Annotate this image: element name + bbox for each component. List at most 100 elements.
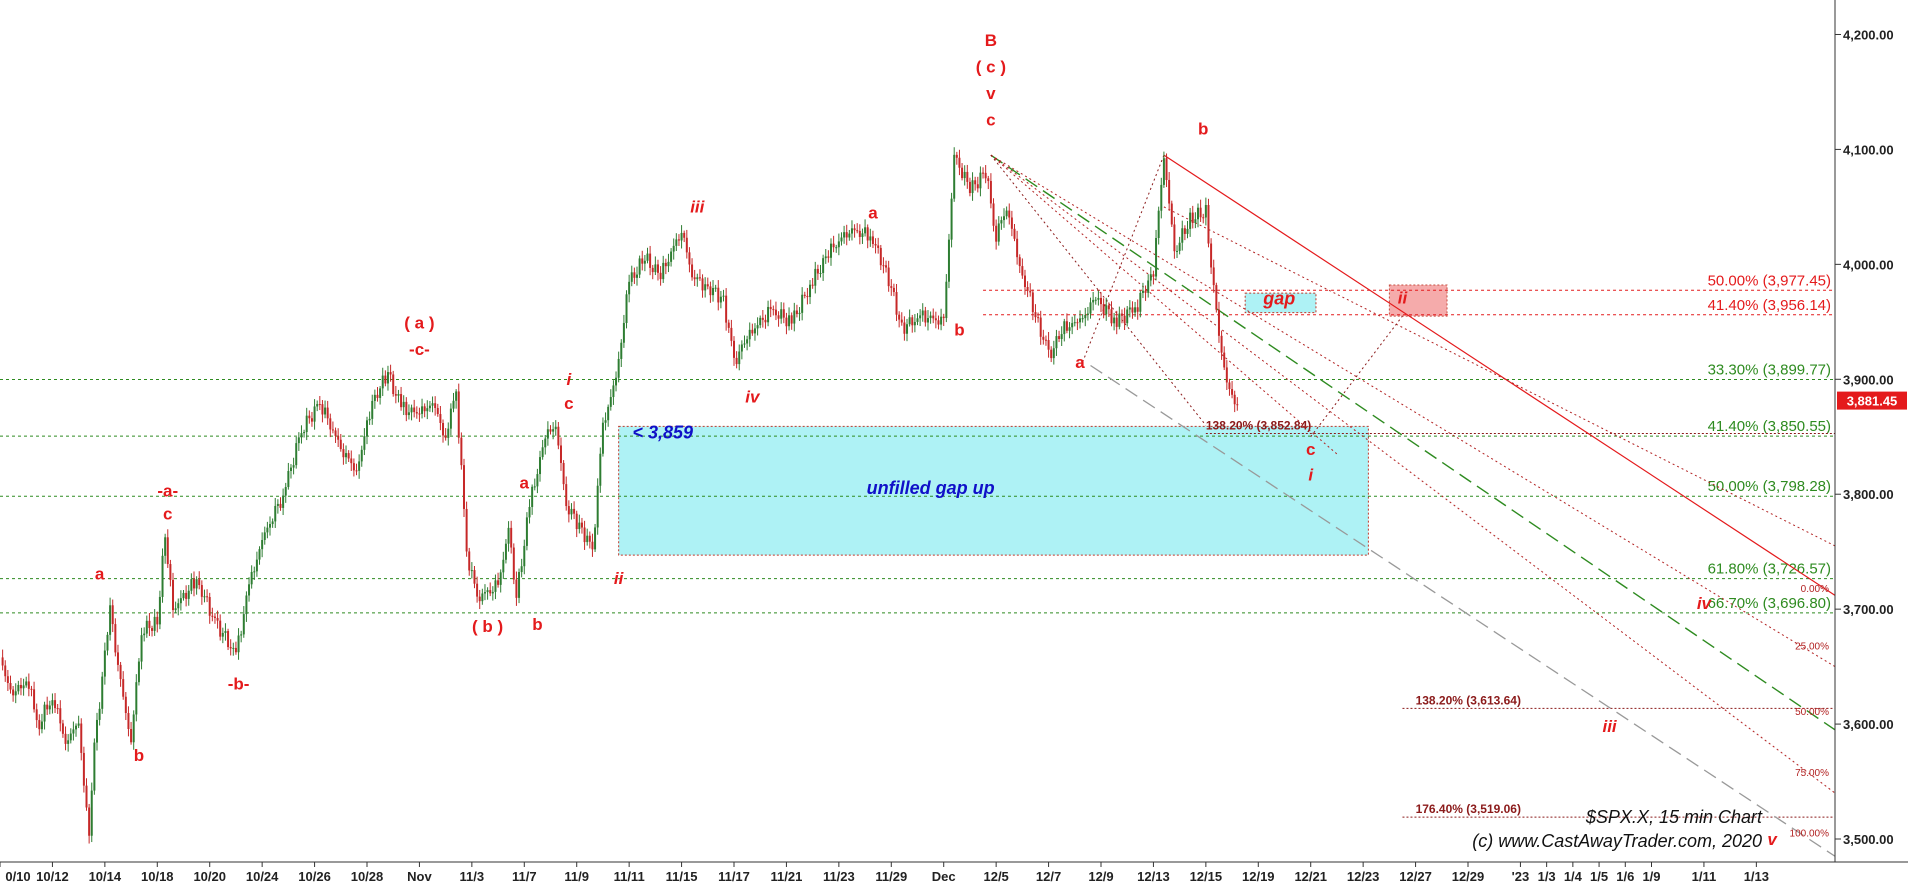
- candle-body: [444, 435, 447, 438]
- candle-body: [169, 564, 172, 580]
- candle-body: [19, 684, 22, 689]
- candle-body: [261, 540, 264, 550]
- candle-body: [858, 230, 861, 237]
- wave-label-10: i: [566, 370, 572, 389]
- candle-body: [536, 474, 539, 487]
- candle-body: [654, 264, 657, 273]
- candle-body: [698, 277, 701, 279]
- candle-body: [1081, 318, 1084, 320]
- candle-body: [103, 650, 106, 677]
- candle-body: [837, 241, 840, 248]
- candle-body: [436, 408, 439, 415]
- candle-body: [1013, 228, 1016, 239]
- x-tick-label-0: 0/10: [5, 869, 30, 884]
- candle-body: [544, 438, 547, 448]
- candle-body: [911, 317, 914, 326]
- channel-75-line: [990, 154, 1836, 794]
- y-tick-label-2: 3,700.00: [1843, 602, 1894, 617]
- candle-body: [360, 449, 363, 462]
- candle-body: [303, 432, 306, 434]
- candle-body: [1194, 219, 1197, 223]
- candle-body: [1107, 305, 1110, 310]
- wave-label-21: a: [1075, 353, 1085, 372]
- candle-body: [709, 286, 712, 296]
- candle-body: [43, 704, 46, 722]
- candle-body: [588, 535, 591, 542]
- candle-body: [1144, 290, 1147, 293]
- candle-body: [88, 807, 91, 836]
- candle-body: [164, 537, 167, 556]
- gray-channel-line: [1090, 364, 1836, 857]
- candle-body: [1173, 224, 1176, 252]
- candle-body: [1044, 339, 1047, 341]
- candle-body: [200, 585, 203, 597]
- candle-body: [803, 294, 806, 296]
- candle-body: [730, 327, 733, 341]
- candle-body: [329, 418, 332, 430]
- candle-body: [124, 696, 127, 714]
- candle-body: [1181, 228, 1184, 243]
- candle-body: [271, 521, 274, 525]
- unfilled-gap-label: unfilled gap up: [867, 478, 995, 498]
- candle-body: [1060, 334, 1063, 339]
- candle-body: [1113, 317, 1116, 324]
- candle-body: [861, 233, 864, 237]
- candle-body: [1016, 238, 1019, 258]
- y-tick-label-5: 4,000.00: [1843, 257, 1894, 272]
- candle-body: [151, 628, 154, 631]
- candle-body: [462, 465, 465, 509]
- candle-body: [1141, 290, 1144, 293]
- candle-body: [1034, 312, 1037, 318]
- candle-body: [381, 375, 384, 389]
- candle-body: [1228, 382, 1231, 390]
- wave-label-3: c: [163, 504, 172, 523]
- x-tick-label-19: 12/5: [983, 869, 1008, 884]
- red-downtrend-line: [1163, 154, 1836, 596]
- candle-body: [968, 181, 971, 194]
- candle-body: [213, 616, 216, 618]
- candle-body: [33, 689, 36, 710]
- wave-label-17: B: [985, 31, 997, 50]
- candle-body: [1128, 307, 1131, 310]
- wave-label-28: v: [1767, 830, 1778, 849]
- candle-body: [1042, 336, 1045, 340]
- candle-body: [384, 375, 387, 384]
- candle-body: [1000, 220, 1003, 224]
- x-tick-label-4: 10/20: [193, 869, 226, 884]
- candle-body: [373, 394, 376, 401]
- candle-body: [502, 559, 505, 573]
- candle-body: [974, 180, 977, 185]
- candle-body: [289, 467, 292, 471]
- candle-body: [69, 733, 72, 741]
- candle-body: [321, 404, 324, 415]
- candle-body: [1005, 210, 1008, 217]
- candle-body: [300, 433, 303, 438]
- candle-body: [279, 503, 282, 508]
- candle-body: [35, 709, 38, 721]
- candle-body: [583, 527, 586, 543]
- candle-body: [738, 351, 741, 365]
- x-tick-label-30: 1/3: [1538, 869, 1556, 884]
- wave-label-16: b: [954, 321, 964, 340]
- candle-body: [85, 785, 88, 808]
- candle-body: [1037, 317, 1040, 319]
- candle-body: [751, 329, 754, 334]
- candle-body: [237, 635, 240, 653]
- candle-body: [386, 372, 389, 384]
- x-tick-label-27: 12/27: [1399, 869, 1432, 884]
- candle-body: [1199, 207, 1202, 218]
- candle-body: [1196, 207, 1199, 220]
- candle-body: [717, 287, 720, 303]
- candle-body: [253, 571, 256, 573]
- wave-label-8: a: [520, 473, 530, 492]
- candle-body: [282, 495, 285, 508]
- candle-body: [515, 579, 518, 598]
- candle-body: [1136, 307, 1139, 312]
- candle-body: [688, 252, 691, 265]
- x-tick-label-26: 12/23: [1347, 869, 1380, 884]
- candle-body: [1131, 307, 1134, 313]
- candle-body: [769, 306, 772, 310]
- candle-body: [25, 681, 28, 686]
- candle-body: [1168, 179, 1171, 204]
- candle-body: [266, 527, 269, 533]
